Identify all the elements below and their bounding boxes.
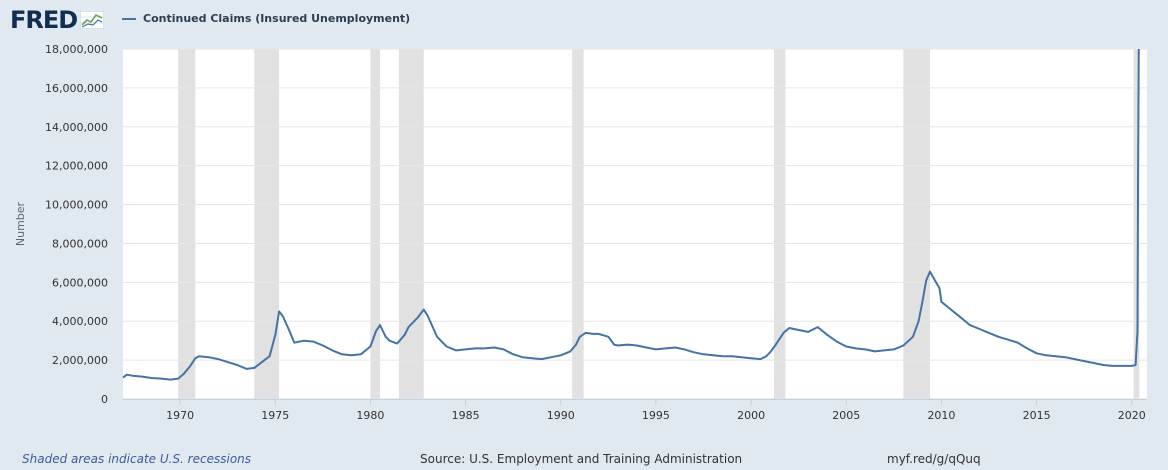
y-axis: 0 2,000,000 4,000,000 6,000,000 8,000,000 10,… <box>45 43 108 406</box>
x-tick-label: 2010 <box>927 409 955 422</box>
x-tick-label: 2005 <box>832 409 860 422</box>
x-tick-label: 1980 <box>356 409 384 422</box>
x-tick-label: 1970 <box>166 409 194 422</box>
y-tick-label: 16,000,000 <box>45 82 108 95</box>
series-line-1 <box>122 48 1140 381</box>
gridlines <box>123 48 1147 400</box>
x-tick-label: 1985 <box>452 409 480 422</box>
legend-swatch <box>122 17 136 20</box>
y-tick-label: 2,000,000 <box>52 354 108 367</box>
x-tick-label: 2020 <box>1118 409 1146 422</box>
y-tick-label: 18,000,000 <box>45 43 108 56</box>
series-layer <box>122 48 1140 381</box>
fred-logo-text: FRED <box>10 6 78 34</box>
short-link[interactable]: myf.red/g/qQuq <box>887 452 981 466</box>
recession-band-1 <box>178 49 196 399</box>
y-tick-label: 4,000,000 <box>52 315 108 328</box>
y-tick-label: 6,000,000 <box>52 276 108 289</box>
legend-label: Continued Claims (Insured Unemployment) <box>143 12 411 25</box>
recession-band-5 <box>572 49 584 399</box>
y-axis-title: Number <box>14 201 27 246</box>
x-tick-label: 2015 <box>1023 409 1051 422</box>
y-tick-label: 10,000,000 <box>45 199 108 212</box>
y-tick-label: 0 <box>101 393 108 406</box>
y-tick-label: 12,000,000 <box>45 160 108 173</box>
x-tick-label: 1995 <box>642 409 670 422</box>
source-note: Source: U.S. Employment and Training Adm… <box>420 452 743 466</box>
x-tick-label: 2000 <box>737 409 765 422</box>
recession-band-6 <box>773 49 786 399</box>
fred-logo[interactable]: FRED <box>10 6 105 34</box>
recession-band-8 <box>1133 49 1140 399</box>
recession-band-4 <box>398 49 424 399</box>
y-tick-label: 14,000,000 <box>45 121 108 134</box>
x-tick-label: 1975 <box>261 409 289 422</box>
x-axis: 1970 1975 1980 1985 1990 1995 2000 2005 2010 2015… <box>123 399 1147 422</box>
x-tick-label: 1990 <box>547 409 575 422</box>
recession-note: Shaded areas indicate U.S. recessions <box>22 452 252 466</box>
recession-band-3 <box>370 49 380 399</box>
recession-band-2 <box>254 49 280 399</box>
fred-logo-graph-icon <box>80 11 105 29</box>
chart-legend[interactable]: Continued Claims (Insured Unemployment) <box>122 12 410 25</box>
y-tick-label: 8,000,000 <box>52 237 108 250</box>
recession-band-7 <box>903 49 931 399</box>
